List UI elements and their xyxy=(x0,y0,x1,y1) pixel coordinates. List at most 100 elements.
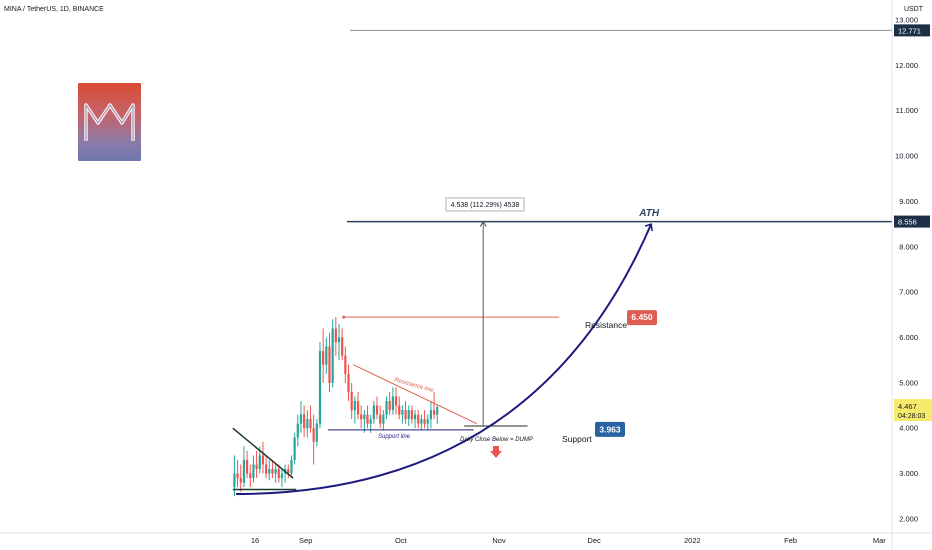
candle-body xyxy=(233,473,236,488)
x-tick-label: Dec xyxy=(587,536,601,545)
ath-price-badge xyxy=(894,215,930,228)
candle-body xyxy=(306,419,309,429)
measure-box xyxy=(445,197,525,212)
symbol-title: MINA / TetherUS, 1D, BINANCE xyxy=(4,6,104,13)
candle-body xyxy=(398,405,401,415)
countdown-label: 04:28:03 xyxy=(898,413,925,420)
candle-body xyxy=(366,414,369,424)
candle-body xyxy=(423,419,426,424)
y-tick-label: 11.000 xyxy=(896,106,918,115)
candle-body xyxy=(239,478,242,483)
candle-body xyxy=(252,464,255,479)
candle-body xyxy=(407,410,410,420)
candle-body xyxy=(325,346,328,365)
y-tick-label: 2.000 xyxy=(899,514,918,523)
candle-body xyxy=(350,391,353,411)
candle-body xyxy=(293,437,296,460)
candle-body xyxy=(426,419,429,424)
top-price-label: 12.771 xyxy=(898,26,921,35)
candle-body xyxy=(410,410,413,420)
ath-label: ATH xyxy=(638,208,660,219)
candle-body xyxy=(379,414,382,424)
resistance-label: Resistance xyxy=(585,320,627,330)
early-resistance-trendline xyxy=(232,427,294,479)
candle-body xyxy=(315,423,318,442)
candle-body xyxy=(287,469,290,474)
parabolic-curve xyxy=(235,223,653,495)
y-tick-label: 9.000 xyxy=(899,197,918,206)
candles-layer xyxy=(233,317,439,497)
candle-body xyxy=(236,473,239,479)
x-tick-label: Oct xyxy=(395,536,408,545)
candle-body xyxy=(331,328,334,383)
y-tick-label: 13.000 xyxy=(895,16,918,25)
x-tick-label: Feb xyxy=(784,536,797,545)
candle-body xyxy=(264,464,268,474)
candle-body xyxy=(353,401,356,411)
candle-body xyxy=(309,419,312,429)
support-badge xyxy=(595,421,625,437)
currency-label: USDT xyxy=(903,6,923,13)
candle-body xyxy=(382,414,385,424)
mina-logo xyxy=(78,83,141,161)
drawings-layer: ATH 4.538 (112.29%) 4538 Resistance 6.450 Su… xyxy=(232,29,892,495)
y-tick-label: 4.000 xyxy=(899,424,918,433)
x-tick-label: 2022 xyxy=(684,536,701,545)
resistance-line-label: Resistance line xyxy=(393,377,434,394)
top-price-badge xyxy=(894,24,930,37)
candle-body xyxy=(401,410,404,415)
candle-body xyxy=(429,410,433,420)
candle-body xyxy=(413,414,417,420)
candle-body xyxy=(363,414,366,420)
candle-body xyxy=(261,455,265,465)
candle-body xyxy=(432,410,436,415)
candle-body xyxy=(388,401,391,411)
candle-body xyxy=(303,414,306,429)
resistance-badge xyxy=(627,310,657,326)
down-arrow-icon xyxy=(490,446,502,458)
candle-body xyxy=(318,351,322,424)
y-tick-label: 3.000 xyxy=(899,469,918,478)
candle-body xyxy=(436,406,439,415)
candle-body xyxy=(360,414,363,420)
measure-label: 4.538 (112.29%) 4538 xyxy=(451,202,520,209)
candle-body xyxy=(277,469,280,479)
daily-close-label: Daily Close Below = DUMP xyxy=(460,437,533,443)
candle-body xyxy=(280,473,284,479)
candle-body xyxy=(347,373,350,392)
candle-body xyxy=(274,469,277,474)
y-tick-label: 6.000 xyxy=(899,333,918,342)
candle-body xyxy=(356,401,360,415)
candle-body xyxy=(385,401,388,415)
candle-body xyxy=(290,459,293,474)
candle-body xyxy=(242,459,246,483)
y-tick-label: 8.000 xyxy=(899,242,918,251)
candle-body xyxy=(334,328,337,343)
candle-body xyxy=(404,410,407,420)
candle-body xyxy=(312,428,315,442)
candle-body xyxy=(328,346,331,383)
x-tick-label: Sep xyxy=(299,536,312,545)
candle-body xyxy=(249,473,252,479)
ath-price-label: 8.556 xyxy=(898,218,917,227)
candle-body xyxy=(296,423,299,438)
support-line-label: Support line xyxy=(378,434,411,440)
candle-body xyxy=(417,414,420,424)
candle-body xyxy=(341,337,344,356)
candle-body xyxy=(268,469,271,474)
y-tick-label: 5.000 xyxy=(899,378,918,387)
x-tick-label: Mar xyxy=(873,536,886,545)
y-tick-label: 12.000 xyxy=(895,61,918,70)
candle-body xyxy=(375,405,379,415)
candle-body xyxy=(337,337,341,343)
y-tick-label: 10.000 xyxy=(895,152,918,161)
current-price-badge xyxy=(894,399,932,422)
candle-body xyxy=(420,419,423,424)
candle-body xyxy=(394,396,398,406)
candle-body xyxy=(322,351,325,365)
candle-body xyxy=(258,455,261,470)
current-price-label: 4.467 xyxy=(898,402,917,411)
